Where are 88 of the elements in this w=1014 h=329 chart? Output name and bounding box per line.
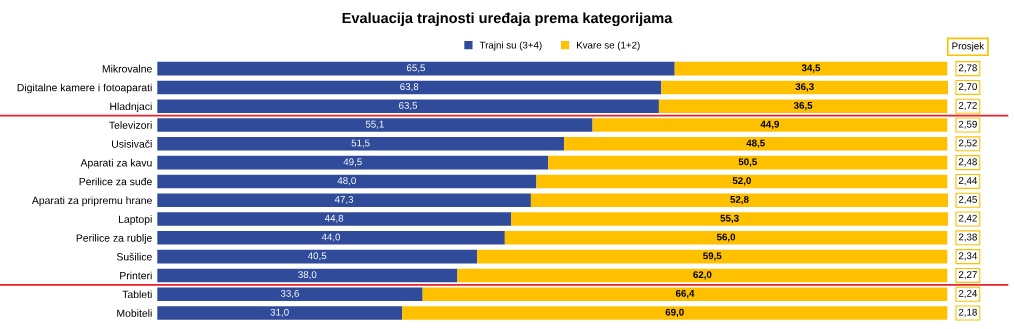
data-label: 48,5 (746, 139, 765, 148)
bar (157, 155, 549, 170)
data-label: 44,8 (324, 214, 344, 223)
text: 2,72 (958, 101, 977, 110)
bar (157, 268, 458, 283)
bar (157, 249, 478, 264)
text: 2,42 (958, 214, 977, 223)
data-label: 47,3 (334, 195, 354, 204)
bar (511, 212, 949, 226)
text: 2,44 (958, 177, 978, 186)
text: 2,38 (958, 233, 977, 242)
data-label: 52,0 (732, 177, 751, 186)
y-tick-label: Hladnjaci (110, 102, 152, 113)
data-label: 63,8 (400, 83, 419, 92)
bar (157, 80, 662, 95)
data-label: 48,0 (337, 177, 356, 186)
data-label: 66,4 (675, 289, 695, 299)
legend-label: Trajni su (3+4) (479, 41, 542, 51)
bar (157, 231, 505, 245)
text: 2,34 (958, 252, 978, 261)
y-tick-label: Televizori (109, 121, 152, 129)
bar (457, 268, 948, 283)
text: 2,18 (958, 308, 977, 317)
data-label: 33,6 (280, 289, 299, 298)
data-label: 51,5 (351, 139, 370, 148)
y-tick-label: Aparati za kavu (80, 158, 152, 169)
text: Prosjek (952, 42, 985, 52)
chart-title: Evaluacija trajnosti uređaja prema kategorijama (342, 12, 673, 27)
bar (504, 231, 948, 245)
y-tick-label: Printeri (120, 271, 152, 280)
data-label: 69,0 (665, 308, 684, 318)
bar (157, 118, 593, 132)
y-tick-label: Mikrovalne (102, 64, 152, 73)
bar (157, 306, 403, 320)
data-label: 52,8 (730, 195, 749, 205)
data-label: 63,5 (399, 101, 418, 110)
bar (477, 249, 948, 264)
bar (157, 61, 675, 76)
y-tick-label: Sušilice (116, 252, 152, 261)
bar (548, 155, 948, 170)
bar (530, 193, 949, 207)
y-tick-label: Mobiteli (117, 309, 152, 317)
data-label: 55,1 (365, 120, 384, 129)
bar (157, 137, 565, 151)
y-tick-label: Perilice za suđe (79, 177, 152, 186)
bar (157, 174, 537, 189)
bar (157, 287, 423, 301)
bar (402, 306, 948, 320)
y-tick-label: Tableti (122, 290, 152, 299)
text: 2,48 (958, 158, 977, 167)
data-label: 65,5 (406, 64, 425, 73)
data-label: 44,9 (760, 120, 780, 130)
data-label: 44,0 (321, 233, 341, 242)
bar (674, 61, 948, 76)
data-label: 59,5 (703, 252, 722, 261)
text: 2,52 (958, 139, 977, 148)
text: 2,24 (958, 289, 978, 298)
text: 2,70 (958, 83, 977, 92)
y-tick-label: Usisivači (112, 140, 152, 148)
data-label: 50,5 (738, 158, 757, 167)
bar (157, 193, 531, 207)
text: 2,45 (958, 195, 977, 204)
bar (157, 212, 512, 226)
y-tick-label: Perilice za rublje (76, 234, 152, 244)
legend-label: Kvare se (1+2) (577, 41, 640, 51)
bar (422, 287, 948, 301)
data-label: 38,0 (298, 271, 317, 280)
bar (157, 99, 659, 113)
text: 2,78 (958, 64, 977, 73)
data-label: 56,0 (716, 233, 736, 242)
data-label: 36,5 (793, 101, 813, 111)
bar (661, 80, 949, 95)
data-label: 40,5 (307, 252, 327, 261)
bar (592, 118, 948, 132)
text: 2,27 (958, 271, 977, 280)
y-tick-label: Digitalne kamere i fotoaparati (17, 83, 152, 94)
text: 2,59 (958, 120, 977, 129)
data-label: 62,0 (693, 271, 712, 280)
data-label: 49,5 (343, 158, 362, 167)
data-label: 55,3 (720, 214, 739, 224)
y-tick-label: Laptopi (118, 215, 152, 225)
bar (564, 137, 948, 151)
data-label: 34,5 (801, 64, 821, 73)
data-label: 31,0 (270, 308, 289, 317)
y-tick-label: Aparati za pripremu hrane (31, 196, 152, 207)
data-label: 36,3 (795, 83, 814, 92)
bar (658, 99, 948, 113)
bar (536, 174, 948, 189)
